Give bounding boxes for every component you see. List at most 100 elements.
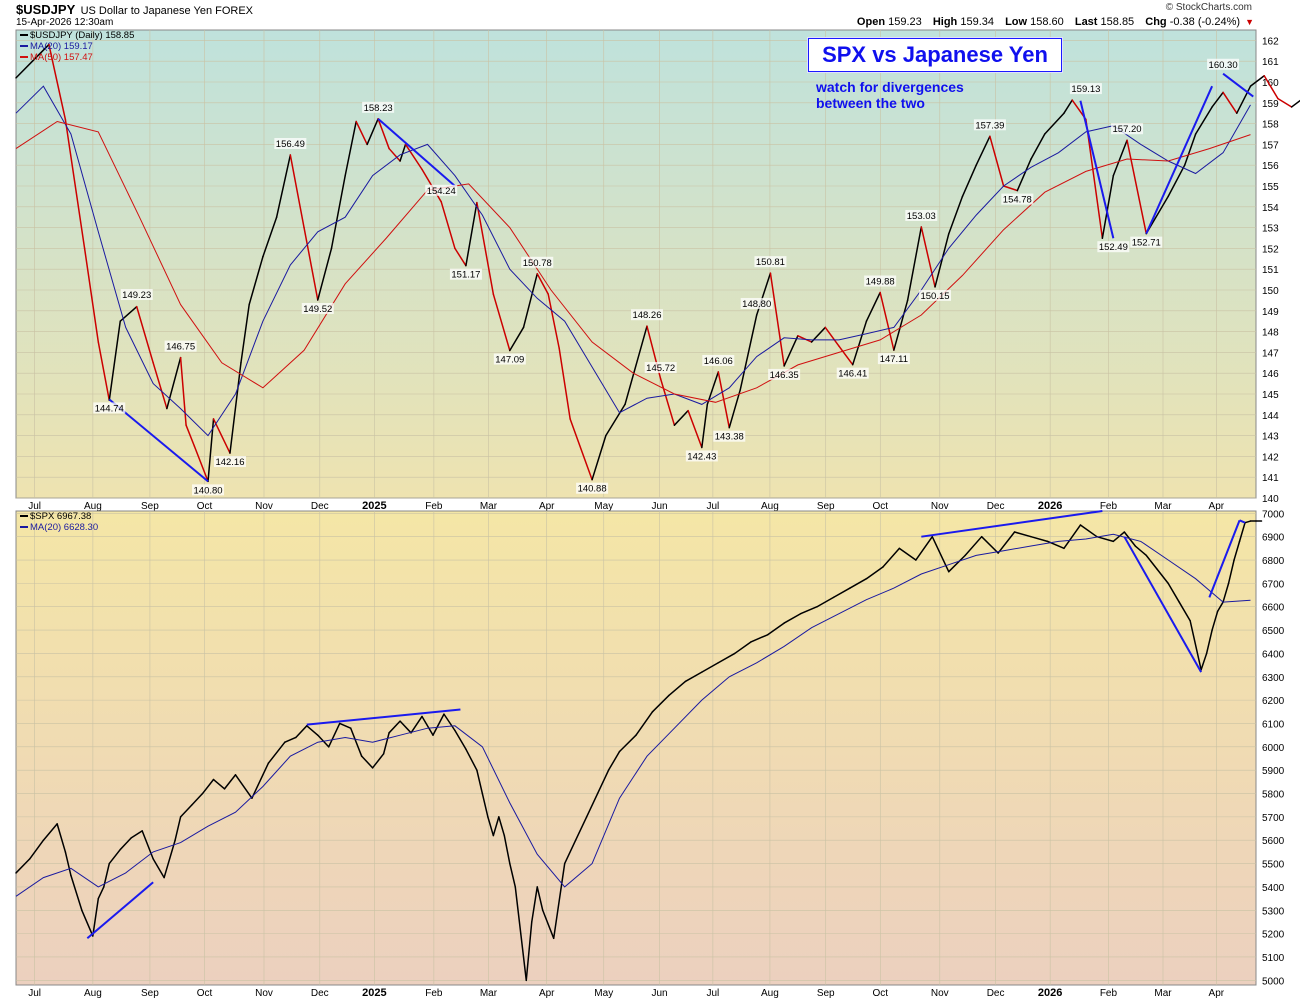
spx-price-segment: [1063, 524, 1082, 550]
spx-price-segment: [520, 932, 528, 982]
usdjpy-y-tick-label: 156: [1262, 161, 1279, 172]
usdjpy-data-label: 149.23: [122, 290, 151, 301]
usdjpy-data-label-bg: [1130, 236, 1163, 248]
usdjpy-data-label-bg: [93, 402, 126, 414]
usdjpy-data-label: 142.43: [687, 451, 716, 462]
spx-price-segment: [70, 874, 83, 912]
usdjpy-price-segment: [179, 356, 187, 426]
spx-price-segment: [92, 897, 100, 937]
usdjpy-price-segment: [303, 226, 319, 301]
usdjpy-x-tick-label: Jul: [28, 501, 41, 512]
spx-x-tick-label: Apr: [539, 988, 555, 999]
usdjpy-x-tick-label: Nov: [931, 501, 949, 512]
spx-price-segment: [476, 769, 484, 795]
spx-price-segment: [454, 729, 467, 750]
usdjpy-price-segment: [1194, 106, 1213, 135]
usdjpy-x-tick-label: 2026: [1038, 500, 1062, 512]
spx-x-tick-label: Feb: [1100, 988, 1118, 999]
spx-price-segment: [882, 547, 901, 568]
spx-price-segment: [997, 531, 1016, 554]
usdjpy-data-label-bg: [864, 275, 897, 287]
usdjpy-trendline: [377, 118, 456, 187]
spx-price-segment: [163, 839, 176, 879]
spx-trendline: [1239, 519, 1246, 524]
usdjpy-price-segment: [591, 434, 607, 481]
usdjpy-x-tick-label: May: [594, 501, 613, 512]
usdjpy-data-label-bg: [768, 368, 801, 380]
usdjpy-data-label-bg: [877, 353, 910, 365]
usdjpy-data-label-bg: [449, 268, 482, 280]
usdjpy-price-segment: [454, 247, 467, 267]
spx-price-segment: [563, 839, 577, 865]
spx-price-segment: [443, 713, 456, 732]
spx-price-segment: [531, 886, 538, 923]
usdjpy-price-segment: [893, 299, 909, 351]
usdjpy-y-tick-label: 147: [1262, 348, 1279, 359]
spx-price-segment: [1216, 601, 1224, 613]
spx-price-segment: [1244, 520, 1252, 524]
spx-price-segment: [410, 715, 423, 734]
usdjpy-x-tick-label: Aug: [761, 501, 779, 512]
spx-price-segment: [1013, 531, 1032, 538]
usdjpy-series-ma-50-: [15, 120, 1251, 403]
spx-x-tick-label: Aug: [84, 988, 102, 999]
spx-y-tick-label: 5600: [1262, 836, 1285, 847]
spx-y-tick-label: 5300: [1262, 906, 1285, 917]
usdjpy-x-tick-label: Oct: [197, 501, 213, 512]
spx-price-segment: [56, 823, 67, 853]
usdjpy-data-label: 152.71: [1132, 238, 1161, 249]
usdjpy-price-segment: [366, 118, 379, 146]
usdjpy-price-segment: [492, 293, 511, 352]
spx-y-tick-label: 5500: [1262, 860, 1285, 871]
brand-watermark: © StockCharts.com: [1165, 2, 1252, 13]
usdjpy-price-segment: [1290, 99, 1300, 108]
usdjpy-data-label: 152.49: [1099, 242, 1128, 253]
usdjpy-data-label-bg: [685, 450, 718, 462]
usdjpy-data-label: 140.80: [194, 485, 223, 496]
usdjpy-y-tick-label: 155: [1262, 182, 1279, 193]
usdjpy-price-segment: [185, 424, 196, 447]
usdjpy-price-segment: [989, 135, 1005, 187]
usdjpy-price-segment: [15, 60, 34, 79]
spx-trendline: [1123, 536, 1203, 673]
usdjpy-data-label-bg: [425, 184, 458, 196]
spx-price-segment: [130, 830, 143, 839]
usdjpy-data-label-bg: [301, 302, 334, 314]
spx-x-tick-label: Sep: [141, 988, 159, 999]
open-label: Open: [856, 16, 886, 28]
spx-price-segment: [596, 769, 610, 795]
usdjpy-price-segment: [399, 143, 407, 162]
usdjpy-data-label-bg: [213, 456, 246, 468]
spx-price-segment: [15, 858, 31, 874]
usdjpy-trendline: [1222, 72, 1254, 98]
spx-price-segment: [541, 909, 555, 940]
usdjpy-y-tick-label: 151: [1262, 265, 1279, 276]
spx-price-segment: [750, 634, 769, 643]
usdjpy-price-segment: [1016, 158, 1032, 192]
usdjpy-price-segment: [865, 291, 881, 322]
usdjpy-data-label: 146.75: [166, 342, 195, 353]
chg-label: Chg: [1145, 16, 1167, 28]
annotation-title: SPX vs Japanese Yen: [808, 38, 1062, 72]
usdjpy-y-tick-label: 157: [1262, 140, 1279, 151]
usdjpy-data-label-bg: [630, 309, 663, 321]
spx-x-tick-label: Feb: [425, 988, 443, 999]
usdjpy-y-tick-label: 158: [1262, 120, 1279, 131]
usdjpy-x-tick-label: Feb: [1100, 501, 1118, 512]
usdjpy-data-label-bg: [1207, 58, 1240, 70]
spx-price-segment: [734, 641, 752, 655]
spx-price-segment: [42, 823, 58, 841]
usdjpy-price-segment: [64, 118, 86, 250]
spx-price-segment: [799, 605, 818, 615]
usdjpy-legend-entry: MA(50) 157.47: [30, 52, 93, 63]
usdjpy-price-segment: [838, 345, 854, 366]
spx-price-segment: [174, 816, 182, 841]
usdjpy-price-segment: [536, 273, 549, 295]
spx-x-tick-label: Oct: [197, 988, 213, 999]
usdjpy-data-label-bg: [120, 289, 153, 301]
usdjpy-price-segment: [262, 216, 278, 258]
spx-price-segment: [1205, 629, 1213, 655]
last-label: Last: [1074, 16, 1098, 28]
spx-x-tick-label: Nov: [931, 988, 949, 999]
usdjpy-data-label: 146.41: [838, 369, 867, 380]
